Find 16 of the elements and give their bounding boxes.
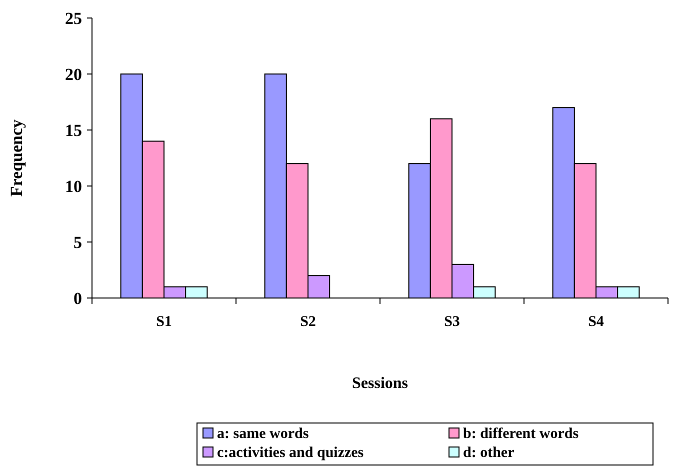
x-tick-label: S2 (300, 314, 316, 330)
y-tick-label: 5 (74, 232, 82, 252)
x-tick-label: S3 (444, 314, 460, 330)
y-axis-title: Frequency (7, 118, 26, 197)
y-tick-label: 10 (65, 176, 82, 196)
legend-label: b: different words (463, 426, 579, 442)
y-tick-label: 20 (65, 64, 82, 84)
x-tick-label: S4 (588, 314, 604, 330)
legend-label: a: same words (217, 426, 309, 442)
legend-label: d: other (463, 445, 515, 461)
y-tick-label: 25 (65, 8, 82, 28)
x-axis-title: Sessions (352, 375, 408, 392)
legend-label: c:activities and quizzes (217, 445, 364, 461)
x-tick-label: S1 (156, 314, 172, 330)
y-tick-label: 0 (74, 288, 82, 308)
y-tick-label: 15 (65, 120, 82, 140)
